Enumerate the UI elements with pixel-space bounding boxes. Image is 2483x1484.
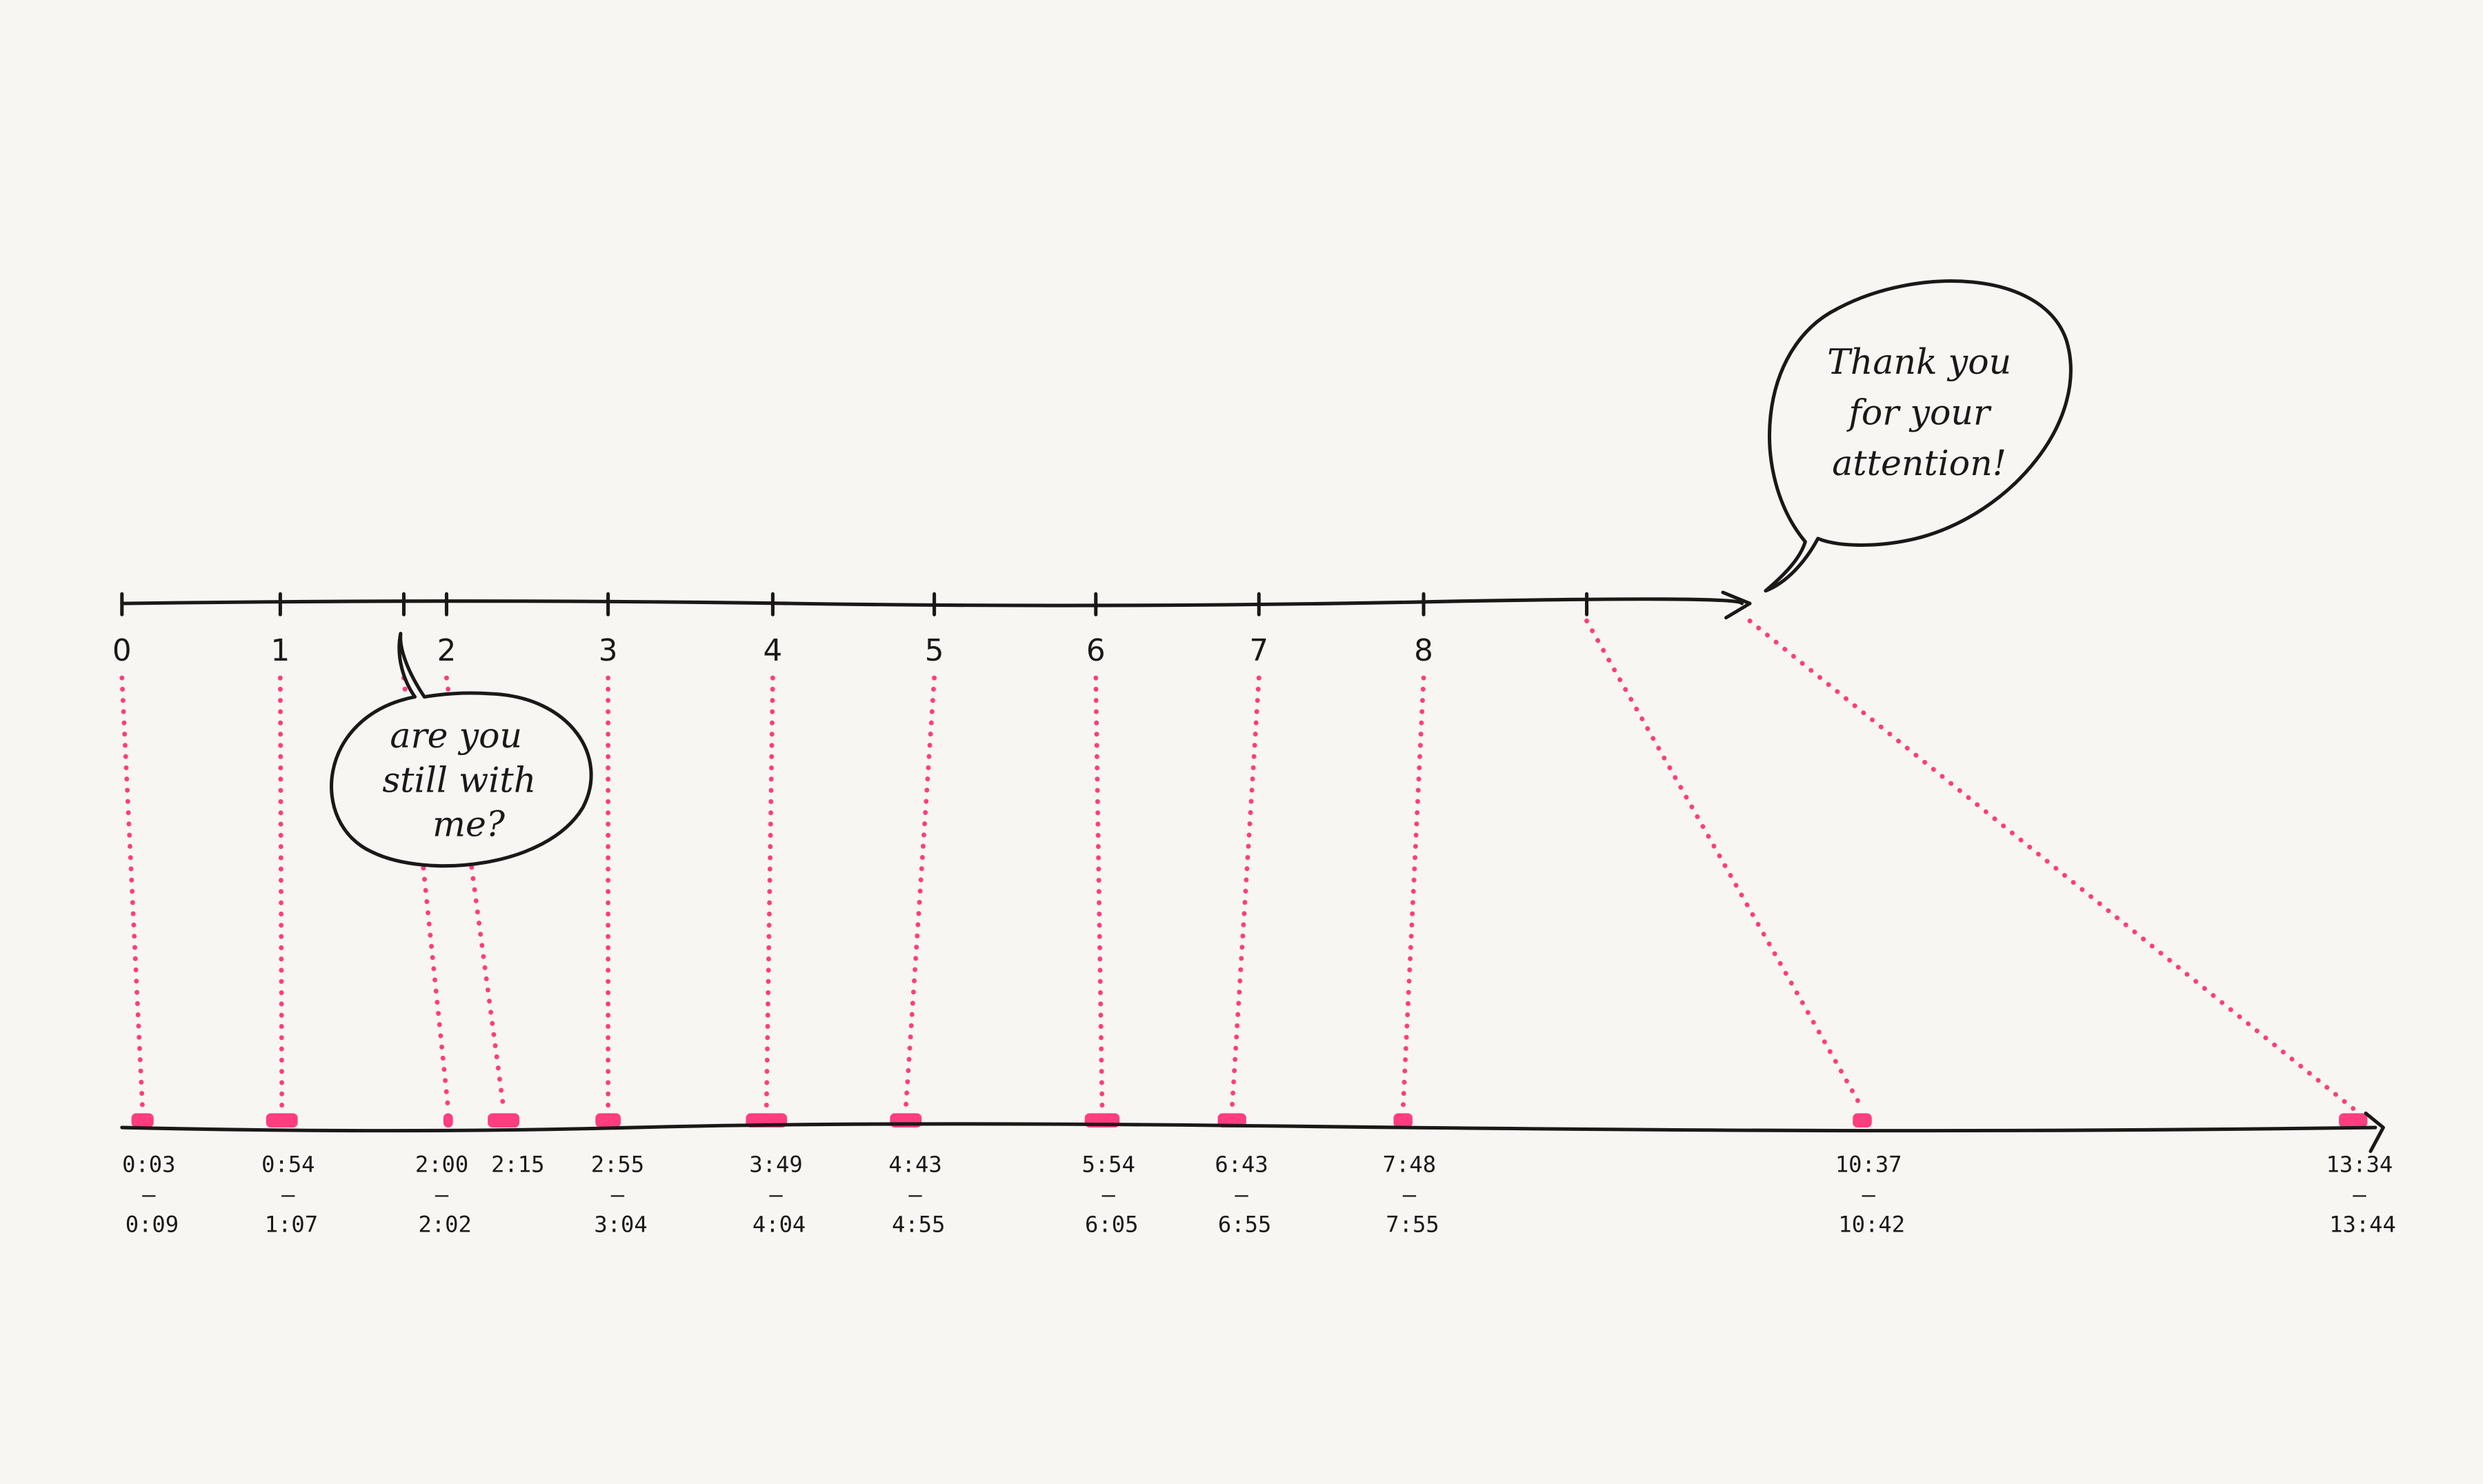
segment-start-time: 13:34 (2326, 1151, 2393, 1177)
slide-number: 3 (599, 634, 618, 668)
time-mark (1853, 1113, 1872, 1128)
slide-number: 0 (112, 634, 132, 668)
segment-end-time: 6:05 (1085, 1212, 1138, 1238)
range-separator: – (1101, 1181, 1115, 1207)
segment-start-time: 4:43 (888, 1151, 941, 1177)
segment-start-time: 3:49 (749, 1151, 802, 1177)
time-mark (595, 1113, 621, 1128)
segment-end-time: 1:07 (265, 1212, 318, 1238)
mapping-line (1747, 618, 2356, 1111)
slide-axis (120, 597, 1744, 608)
slide-ticks: 0 1 2 3 4 5 6 7 8 (112, 592, 1589, 668)
segment-end-time: 4:55 (892, 1212, 945, 1238)
slide-number: 8 (1414, 634, 1433, 668)
range-separator: – (1235, 1181, 1248, 1207)
range-separator: – (2353, 1181, 2366, 1207)
time-mark (443, 1113, 453, 1128)
mapping-line (1400, 675, 1426, 1111)
time-mark (131, 1113, 154, 1128)
slide-number: 4 (764, 634, 783, 668)
time-axis-arrowhead (2364, 1111, 2385, 1154)
segment-start-time: 6:43 (1215, 1151, 1268, 1177)
bubble-line: are you (390, 715, 522, 756)
range-separator: – (1862, 1181, 1876, 1207)
segment-end-time: 3:04 (594, 1212, 647, 1238)
segment-end-time: 2:02 (418, 1212, 471, 1238)
time-marks (131, 1113, 2368, 1128)
time-mark (488, 1113, 520, 1128)
bubble-line: still with (382, 759, 536, 800)
segment-start-time: 2:00 (415, 1151, 468, 1177)
range-separator: – (611, 1181, 625, 1207)
slide-number: 7 (1249, 634, 1268, 668)
range-separator: – (142, 1181, 156, 1207)
mapping-line (401, 675, 451, 1111)
range-separator: – (769, 1181, 783, 1207)
speech-bubble-still-with-me: are you still with me? (330, 632, 593, 868)
segment-end-time: 10:42 (1838, 1212, 1905, 1238)
segment-end-time: 7:55 (1386, 1212, 1439, 1238)
time-labels: 0:03 – 0:09 0:54 – 1:07 2:00 – 2:02 2:15 2:55 – 3:04… (122, 1151, 2396, 1237)
time-mark (266, 1113, 298, 1128)
slide-axis-arrowhead (1721, 590, 1752, 620)
segment-end-time: 0:09 (126, 1212, 179, 1238)
time-axis (120, 1122, 2377, 1133)
range-separator: – (281, 1181, 295, 1207)
segment-end-time: 13:44 (2329, 1212, 2396, 1238)
mapping-line (119, 675, 146, 1111)
slide-number: 5 (925, 634, 944, 668)
mapping-line (1093, 675, 1105, 1111)
speech-bubble-thank-you: Thank you for your attention! (1764, 279, 2073, 593)
time-mark (1393, 1113, 1413, 1128)
range-separator: – (435, 1181, 449, 1207)
mapping-line (764, 675, 775, 1111)
segment-start-time: 0:03 (122, 1151, 175, 1177)
bubble-line: attention! (1832, 443, 2006, 483)
segment-start-time: 0:54 (261, 1151, 315, 1177)
segment-start-time: 7:48 (1383, 1151, 1436, 1177)
mapping-line (1229, 675, 1262, 1111)
slide-number: 2 (437, 634, 457, 668)
time-mark (2339, 1113, 2368, 1128)
mapping-lines (119, 618, 2356, 1111)
segment-start-time: 2:55 (591, 1151, 644, 1177)
bubble-line: for your (1846, 392, 1992, 433)
segment-start-time: 2:15 (491, 1151, 544, 1177)
mapping-line (444, 675, 506, 1111)
segment-start-time: 5:54 (1081, 1151, 1135, 1177)
range-separator: – (908, 1181, 922, 1207)
bubble-line: me? (432, 804, 506, 845)
bubble-line: Thank you (1827, 341, 2011, 382)
mapping-line (903, 675, 937, 1111)
segment-start-time: 10:37 (1835, 1151, 1902, 1177)
segment-end-time: 6:55 (1218, 1212, 1271, 1238)
slide-number: 6 (1086, 634, 1106, 668)
mapping-line (277, 675, 285, 1111)
segment-end-time: 4:04 (752, 1212, 806, 1238)
mapping-line (1584, 618, 1865, 1111)
range-separator: – (1403, 1181, 1417, 1207)
slide-number: 1 (271, 634, 290, 668)
